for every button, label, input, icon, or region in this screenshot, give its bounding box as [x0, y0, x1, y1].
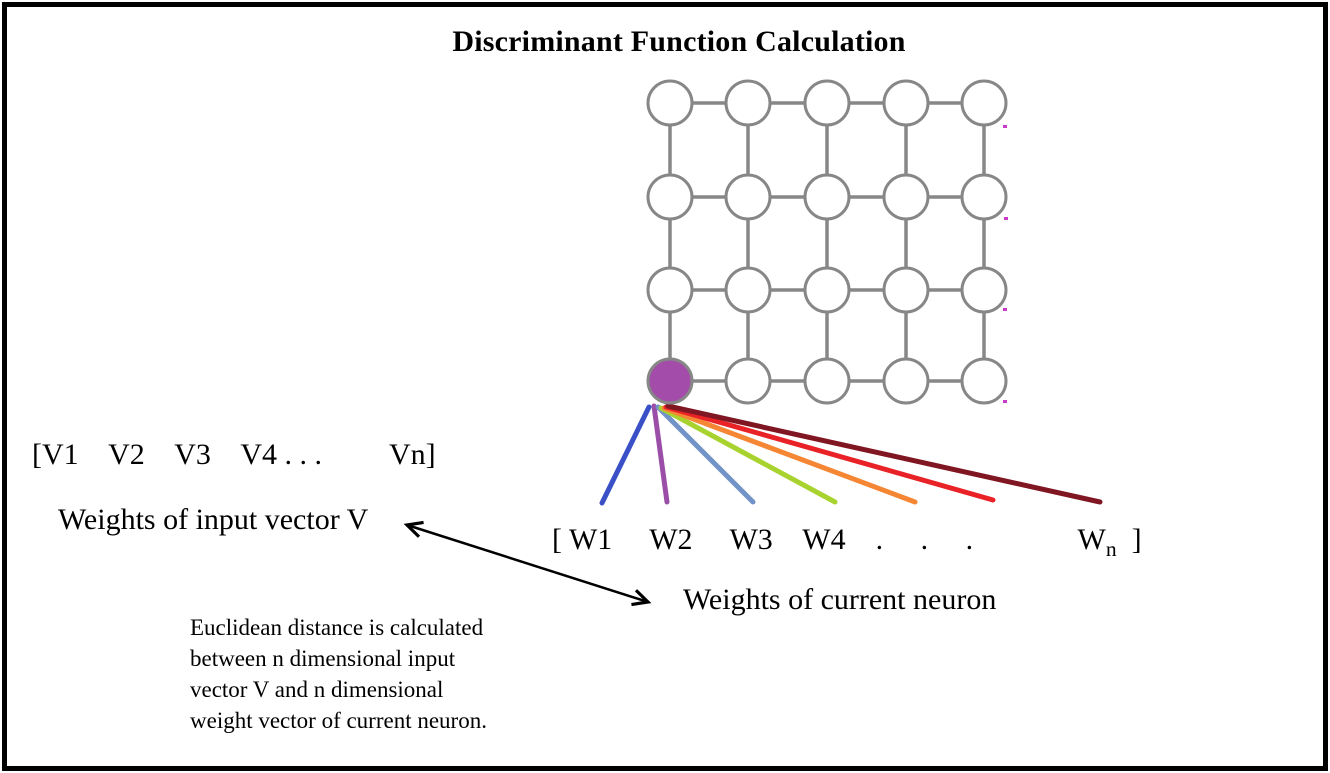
weight-vector-text: [ W1 W2 W3 W4 . . . Wn ]: [552, 523, 1142, 560]
weight-line-w1: [599, 404, 652, 506]
neuron-node: [882, 79, 930, 127]
weight-line-w6: [663, 404, 996, 503]
neuron-node: [960, 79, 1008, 127]
neuron-node: [882, 266, 930, 314]
note-line: between n dimensional input: [190, 646, 456, 671]
neuron-node: [724, 357, 772, 405]
current-neuron-node: [646, 357, 694, 405]
neuron-node: [803, 79, 851, 127]
grid-links: [668, 101, 986, 383]
double-headed-arrow: [403, 520, 652, 607]
neuron-node: [646, 79, 694, 127]
weight-vector-wn: Wn: [1077, 523, 1117, 560]
input-vector-label: Weights of input vector V: [58, 503, 369, 536]
neuron-node: [960, 266, 1008, 314]
neuron-node: [882, 357, 930, 405]
weight-vector-label: Weights of current neuron: [683, 583, 997, 616]
neuron-node: [724, 79, 772, 127]
neuron-node: [803, 266, 851, 314]
input-vector-text: [V1 V2 V3 V4 . . . Vn]: [32, 438, 436, 471]
neuron-node: [960, 357, 1008, 405]
artifact-marks: [1003, 125, 1008, 403]
neuron-node: [882, 173, 930, 221]
note-line: Euclidean distance is calculated: [190, 615, 484, 640]
weight-vector-wn-subscript: n: [1105, 537, 1117, 561]
weight-vector-prefix: [ W1 W2 W3 W4 . . .: [552, 523, 1078, 556]
weight-fan-lines: [599, 403, 1103, 506]
diagram-title: Discriminant Function Calculation: [452, 25, 906, 58]
artifact-mark: [1003, 400, 1007, 403]
double-arrow: [403, 520, 652, 607]
artifact-mark: [1003, 125, 1007, 128]
weight-line-w4: [658, 405, 838, 505]
note-line: vector V and n dimensional: [190, 677, 444, 702]
weight-line-w2: [651, 403, 670, 505]
neuron-node: [960, 173, 1008, 221]
explanation-note: Euclidean distance is calculated between…: [190, 612, 487, 736]
weight-vector-suffix: ]: [1116, 523, 1142, 556]
neuron-node: [724, 173, 772, 221]
artifact-mark: [1003, 308, 1007, 311]
artifact-mark: [1004, 217, 1008, 220]
weight-line-w5: [661, 405, 918, 505]
weight-vector-wn-base: W: [1077, 523, 1106, 556]
grid-neurons: [646, 79, 1008, 405]
neuron-node: [803, 357, 851, 405]
weight-line-w7: [665, 403, 1103, 505]
weight-line-w3: [655, 404, 756, 505]
neuron-node: [724, 266, 772, 314]
note-line: weight vector of current neuron.: [190, 708, 487, 733]
neuron-node: [646, 173, 694, 221]
neuron-node: [803, 173, 851, 221]
neuron-node: [646, 266, 694, 314]
